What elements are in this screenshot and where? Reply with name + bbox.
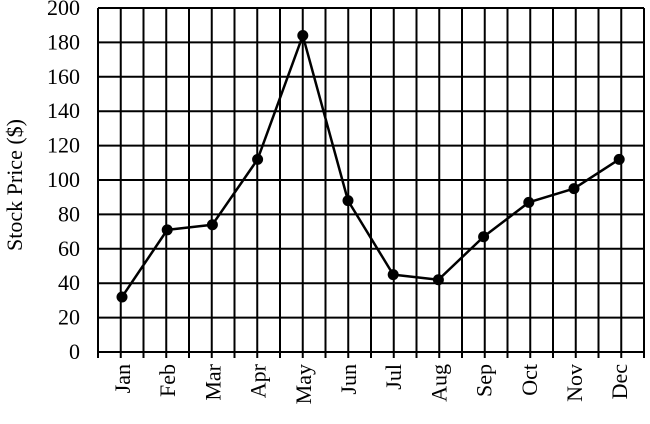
data-point [387, 269, 399, 281]
y-tick-label: 180 [47, 29, 80, 54]
x-tick-label: May [291, 364, 316, 404]
data-point [161, 224, 173, 236]
grid [97, 7, 645, 358]
data-point [613, 153, 625, 165]
data-point [206, 219, 218, 231]
data-point [252, 153, 264, 165]
y-tick-label: 40 [58, 270, 80, 295]
y-tick-label: 200 [47, 0, 80, 20]
x-tick-label: Jun [336, 364, 361, 395]
x-tick-label: Nov [562, 364, 587, 402]
series-line-path [120, 34, 620, 298]
x-tick-label: Dec [607, 364, 632, 400]
data-point [116, 291, 128, 303]
data-point [342, 195, 354, 207]
x-tick-label: Jul [381, 364, 406, 390]
x-tick-label: Feb [155, 364, 180, 397]
x-axis-ticks: Jan Feb Mar Apr May Jun Jul Aug Sep Oct Nov Dec [110, 363, 632, 404]
x-tick-label: Jan [110, 364, 135, 393]
y-tick-label: 80 [58, 201, 80, 226]
y-tick-label: 120 [47, 133, 80, 158]
x-tick-label: Mar [200, 363, 225, 400]
y-tick-label: 60 [58, 236, 80, 261]
data-point [297, 30, 309, 42]
y-tick-label: 20 [58, 305, 80, 330]
data-point [523, 196, 535, 208]
series-line [120, 34, 620, 298]
data-point [568, 183, 580, 195]
x-tick-label: Aug [426, 364, 451, 402]
y-axis-ticks: 0 20 40 60 80 100 120 140 160 180 200 [47, 0, 80, 364]
y-axis-title: Stock Price ($) [2, 119, 27, 251]
y-tick-label: 160 [47, 64, 80, 89]
x-tick-label: Sep [472, 364, 497, 397]
y-tick-label: 100 [47, 167, 80, 192]
x-tick-label: Oct [517, 364, 542, 396]
y-tick-label: 140 [47, 98, 80, 123]
data-points [116, 30, 625, 303]
data-point [478, 231, 490, 243]
x-tick-label: Apr [246, 363, 271, 398]
data-point [432, 274, 444, 286]
y-tick-label: 0 [69, 339, 80, 364]
